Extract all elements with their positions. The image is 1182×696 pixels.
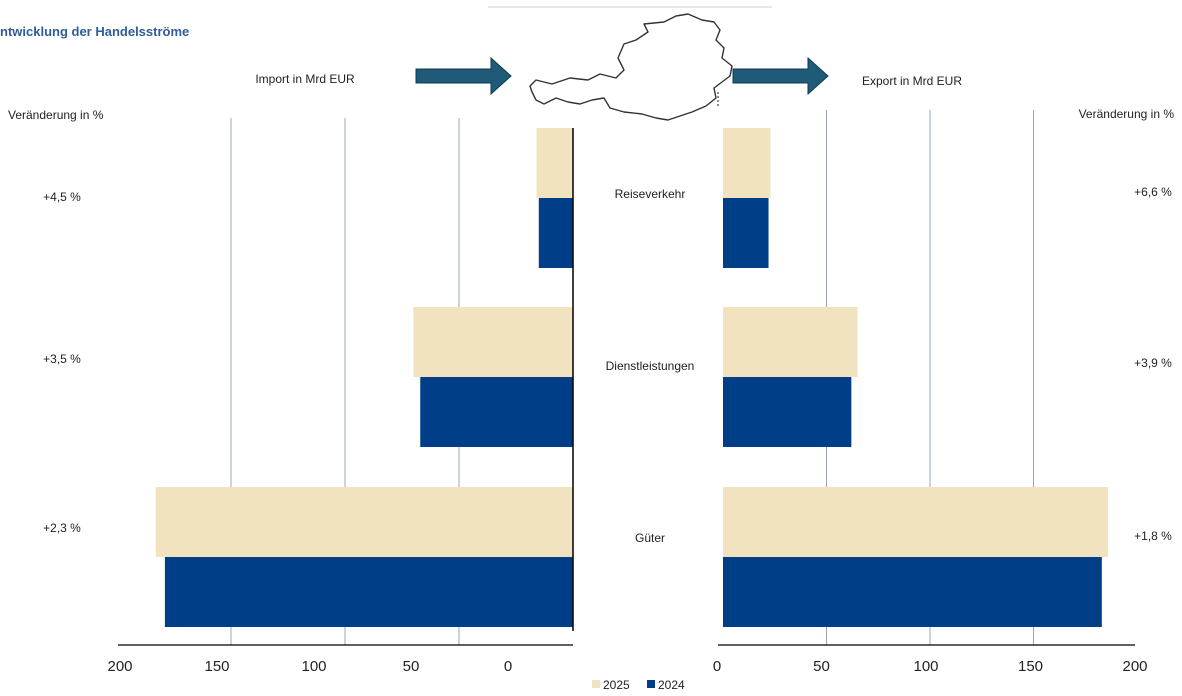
import-bar-gueter-2024 (164, 557, 573, 627)
import-label: Import in Mrd EUR (255, 72, 355, 86)
import-change-reiseverkehr: +4,5 % (43, 190, 81, 204)
import-change-header: Veränderung in % (8, 108, 104, 122)
legend-label-2025: 2025 (603, 678, 630, 692)
import-arrow-icon (415, 56, 512, 96)
export-tick-label: 50 (813, 658, 830, 675)
export-tick-label: 100 (913, 658, 938, 675)
export-change-gueter: +1,8 % (1134, 529, 1172, 543)
import-bar-reiseverkehr-2025 (536, 128, 573, 198)
export-tick-label: 200 (1122, 658, 1147, 675)
category-label-dienstleistungen: Dienstleistungen (606, 359, 695, 373)
export-bar-gueter-2024 (723, 557, 1102, 627)
export-bar-dienstleistungen-2024 (723, 377, 852, 447)
export-bar-reiseverkehr-2024 (723, 198, 769, 268)
import-bars (155, 128, 573, 627)
export-change-reiseverkehr: +6,6 % (1134, 185, 1172, 199)
legend-swatch-2025 (592, 680, 600, 688)
import-bar-dienstleistungen-2024 (420, 377, 573, 447)
import-tick-label: 100 (301, 658, 326, 675)
import-tick-labels: 200 150 100 50 0 (107, 658, 512, 675)
export-bars (723, 128, 1109, 627)
chart-title: ntwicklung der Handelsströme (0, 24, 189, 39)
export-bar-gueter-2025 (723, 487, 1109, 557)
export-tick-label: 150 (1018, 658, 1043, 675)
import-tick-label: 50 (403, 658, 420, 675)
category-label-gueter: Güter (635, 531, 665, 545)
import-bar-reiseverkehr-2024 (538, 198, 573, 268)
export-bar-reiseverkehr-2025 (723, 128, 771, 198)
import-change-gueter: +2,3 % (43, 521, 81, 535)
import-tick-label: 150 (204, 658, 229, 675)
import-bar-dienstleistungen-2025 (413, 307, 573, 377)
export-arrow-icon (732, 56, 829, 96)
export-label: Export in Mrd EUR (862, 74, 962, 88)
export-change-dienstleistungen: +3,9 % (1134, 356, 1172, 370)
import-change-dienstleistungen: +3,5 % (43, 352, 81, 366)
legend-label-2024: 2024 (658, 678, 685, 692)
austria-map-outline (529, 13, 733, 121)
export-tick-labels: 0 50 100 150 200 (713, 658, 1148, 675)
legend-swatch-2024 (647, 680, 655, 688)
category-label-reiseverkehr: Reiseverkehr (615, 187, 686, 201)
export-bar-dienstleistungen-2025 (723, 307, 858, 377)
import-tick-label: 0 (504, 658, 512, 675)
import-tick-label: 200 (107, 658, 132, 675)
export-change-header: Veränderung in % (1079, 107, 1175, 121)
import-bar-gueter-2025 (155, 487, 573, 557)
export-tick-label: 0 (713, 658, 721, 675)
